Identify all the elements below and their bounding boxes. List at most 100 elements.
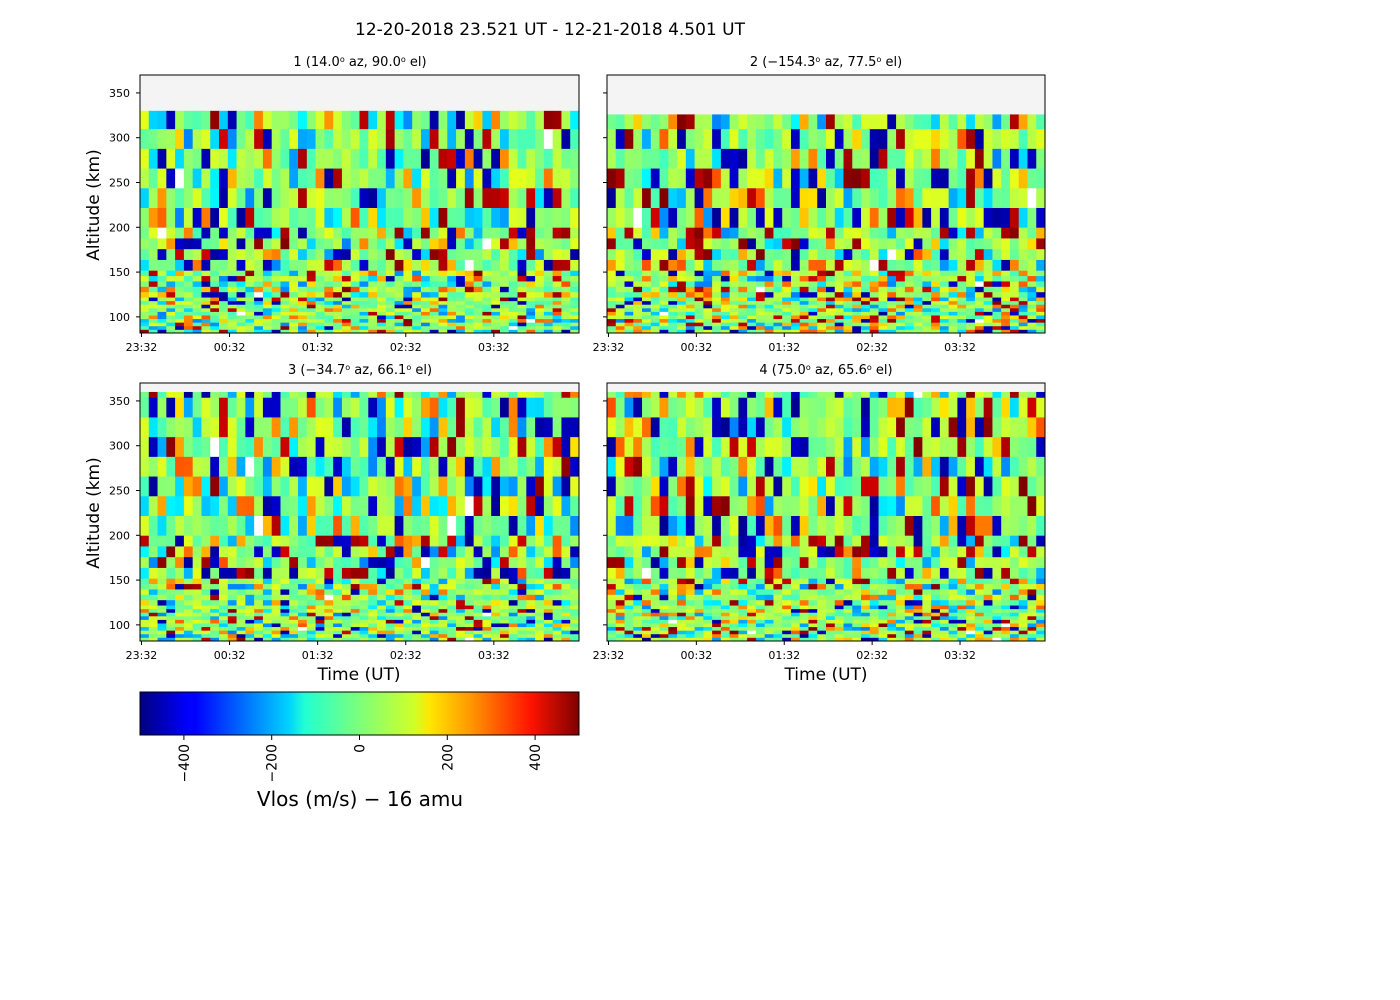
heatmap-cell — [464, 495, 475, 516]
heatmap-cell — [403, 270, 413, 277]
heatmap-cell — [526, 556, 536, 568]
heatmap-cell — [1036, 114, 1046, 130]
heatmap-cell — [834, 297, 844, 302]
heatmap-cell — [834, 300, 844, 305]
heatmap-cell — [773, 578, 783, 585]
heatmap-cell — [341, 417, 352, 438]
heatmap-cell — [904, 286, 914, 293]
heatmap-cell — [377, 275, 387, 282]
heatmap-cell — [148, 623, 158, 628]
heatmap-cell — [677, 275, 687, 282]
heatmap-cell — [685, 311, 695, 316]
heatmap-cell — [456, 535, 466, 547]
heatmap-cell — [834, 567, 844, 579]
heatmap-cell — [966, 128, 976, 149]
heatmap-cell — [939, 583, 950, 590]
heatmap-cell — [227, 633, 237, 638]
heatmap-cell — [747, 608, 757, 613]
heatmap-cell — [843, 315, 853, 320]
heatmap-cell — [852, 578, 862, 585]
heatmap-cell — [166, 476, 176, 497]
heatmap-cell — [712, 318, 722, 323]
heatmap-cell — [738, 436, 748, 457]
heatmap-cell — [333, 546, 343, 558]
heatmap-cell — [280, 397, 290, 418]
heatmap-cell — [834, 589, 844, 595]
heatmap-cell — [394, 599, 404, 606]
heatmap-cell — [456, 594, 466, 601]
heatmap-cell — [747, 594, 757, 601]
heatmap-cell — [359, 304, 369, 309]
heatmap-cell — [482, 630, 492, 635]
heatmap-cell — [720, 275, 731, 282]
heatmap-cell — [861, 619, 871, 624]
heatmap-cell — [298, 325, 308, 330]
heatmap-cell — [624, 318, 634, 323]
heatmap-cell — [939, 270, 950, 277]
heatmap-cell — [624, 535, 634, 547]
heatmap-cell — [913, 128, 923, 149]
heatmap-cell — [834, 436, 844, 457]
heatmap-cell — [1027, 325, 1037, 330]
heatmap-cell — [157, 187, 167, 208]
heatmap-cell — [350, 318, 360, 323]
heatmap-cell — [703, 626, 713, 631]
heatmap-cell — [948, 612, 958, 617]
heatmap-cell — [157, 291, 167, 298]
heatmap-cell — [377, 304, 387, 309]
heatmap-cell — [852, 291, 862, 298]
heatmap-cell — [861, 128, 871, 149]
heatmap-cell — [201, 238, 211, 250]
heatmap-cell — [341, 207, 352, 228]
heatmap-cell — [931, 207, 941, 228]
heatmap-cell — [755, 315, 766, 320]
heatmap-cell — [464, 599, 475, 606]
heatmap-cell — [913, 583, 923, 590]
heatmap-cell — [677, 114, 687, 130]
heatmap-cell — [429, 515, 439, 536]
heatmap-cell — [861, 300, 871, 305]
heatmap-cell — [878, 300, 888, 305]
heatmap-cell — [738, 270, 748, 277]
heatmap-cell — [869, 259, 879, 271]
heatmap-cell — [552, 297, 562, 302]
heatmap-cell — [359, 578, 369, 585]
heatmap-cell — [183, 619, 194, 624]
heatmap-cell — [175, 615, 185, 620]
heatmap-cell — [491, 322, 501, 327]
heatmap-cell — [633, 238, 643, 250]
heatmap-cell — [473, 128, 483, 149]
heatmap-cell — [341, 612, 352, 617]
heatmap-cell — [624, 248, 634, 260]
heatmap-cell — [385, 495, 396, 516]
heatmap-cell — [694, 187, 704, 208]
heatmap-cell — [473, 619, 483, 624]
heatmap-cell — [1009, 238, 1020, 250]
heatmap-cell — [377, 615, 387, 620]
heatmap-cell — [526, 281, 536, 287]
heatmap-cell — [456, 436, 466, 457]
heatmap-cell — [543, 300, 554, 305]
heatmap-cell — [420, 315, 431, 320]
heatmap-cell — [333, 608, 343, 613]
heatmap-cell — [245, 626, 255, 631]
heatmap-cell — [570, 417, 580, 438]
heatmap-cell — [491, 307, 501, 312]
heatmap-cell — [703, 594, 713, 601]
heatmap-cell — [140, 281, 150, 287]
heatmap-cell — [755, 207, 766, 228]
heatmap-cell — [298, 286, 308, 293]
heatmap-cell — [852, 168, 862, 189]
heatmap-cell — [420, 594, 431, 601]
heatmap-cell — [843, 275, 853, 282]
heatmap-cell — [878, 630, 888, 635]
heatmap-cell — [210, 281, 220, 287]
heatmap-cell — [306, 556, 316, 568]
heatmap-cell — [642, 270, 652, 277]
heatmap-cell — [826, 187, 836, 208]
heatmap-cell — [712, 168, 722, 189]
heatmap-cell — [729, 304, 739, 309]
heatmap-cell — [896, 456, 906, 477]
heatmap-cell — [712, 128, 722, 149]
heatmap-cell — [570, 626, 580, 631]
